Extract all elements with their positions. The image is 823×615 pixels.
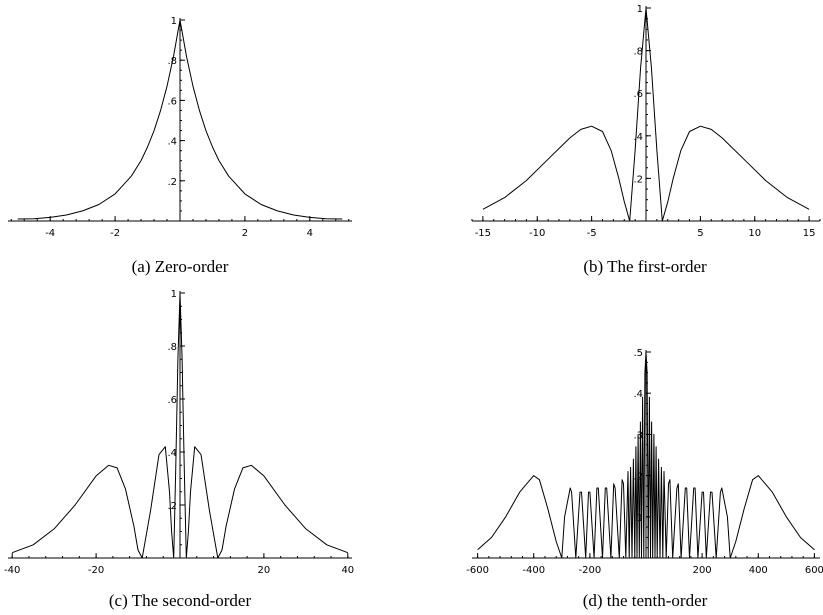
y-tick-label: .2 <box>167 177 177 188</box>
series-line-1 <box>12 292 348 559</box>
chart-caption: (a) Zero-order <box>132 257 229 276</box>
x-tick-label: 10 <box>748 228 761 239</box>
y-tick-label: .8 <box>167 342 177 353</box>
chart-caption: (d) the tenth-order <box>583 591 708 610</box>
y-tick-label: 1 <box>637 4 643 15</box>
x-tick-label: -600 <box>466 565 489 576</box>
y-tick-label: .1 <box>633 513 643 524</box>
y-tick-label: .2 <box>167 501 177 512</box>
y-tick-label: .4 <box>633 389 643 400</box>
y-tick-label: .5 <box>633 348 643 359</box>
series-line-1 <box>477 351 815 559</box>
x-tick-label: 5 <box>697 228 703 239</box>
chart-panel-2: -15 -10 -5 5 10 15 .2 .4 .6 .8 1 (b) The first-orde… <box>471 4 821 276</box>
x-tick-label: 20 <box>258 565 271 576</box>
y-tick-label: .6 <box>633 89 643 100</box>
chart-caption: (c) The second-order <box>109 591 252 610</box>
y-tick-label: .6 <box>167 395 177 406</box>
y-tick-label: 1 <box>171 16 177 27</box>
series-line-1 <box>482 7 810 222</box>
y-tick-label: 1 <box>171 289 177 300</box>
x-tick-label: -15 <box>475 228 491 239</box>
x-tick-label: -4 <box>45 228 55 239</box>
chart-panel-4: -600 -400 -200 200 400 600.1.2.3.4.5(d) the t… <box>466 348 823 610</box>
x-tick-label: -400 <box>522 565 545 576</box>
y-tick-label: .4 <box>167 137 177 148</box>
x-tick-label: 600 <box>805 565 823 576</box>
y-tick-label: .2 <box>633 174 643 185</box>
x-tick-label: -2 <box>110 228 120 239</box>
x-tick-label: -20 <box>88 565 104 576</box>
x-tick-label: 200 <box>693 565 712 576</box>
y-tick-label: .6 <box>167 96 177 107</box>
chart-panel-3: -40 -20 20 40 .2 .4 .6 .8 1 (c) The second-order <box>4 289 354 610</box>
x-tick-label: -10 <box>529 228 545 239</box>
x-tick-label: 40 <box>341 565 354 576</box>
chart-caption: (b) The first-order <box>583 257 707 276</box>
x-tick-label: -200 <box>579 565 602 576</box>
y-tick-label: .8 <box>633 47 643 58</box>
x-tick-label: 15 <box>803 228 816 239</box>
x-tick-label: -5 <box>587 228 597 239</box>
x-tick-label: 4 <box>307 228 313 239</box>
chart-panel-1: -4 -2 2 4.2.4.6.81(a) Zero-order <box>8 16 352 276</box>
x-tick-label: -40 <box>4 565 20 576</box>
x-tick-label: 2 <box>242 228 248 239</box>
y-tick-label: .4 <box>633 132 643 143</box>
y-tick-label: .4 <box>167 448 177 459</box>
x-tick-label: 400 <box>749 565 768 576</box>
series-line-1 <box>17 19 343 220</box>
